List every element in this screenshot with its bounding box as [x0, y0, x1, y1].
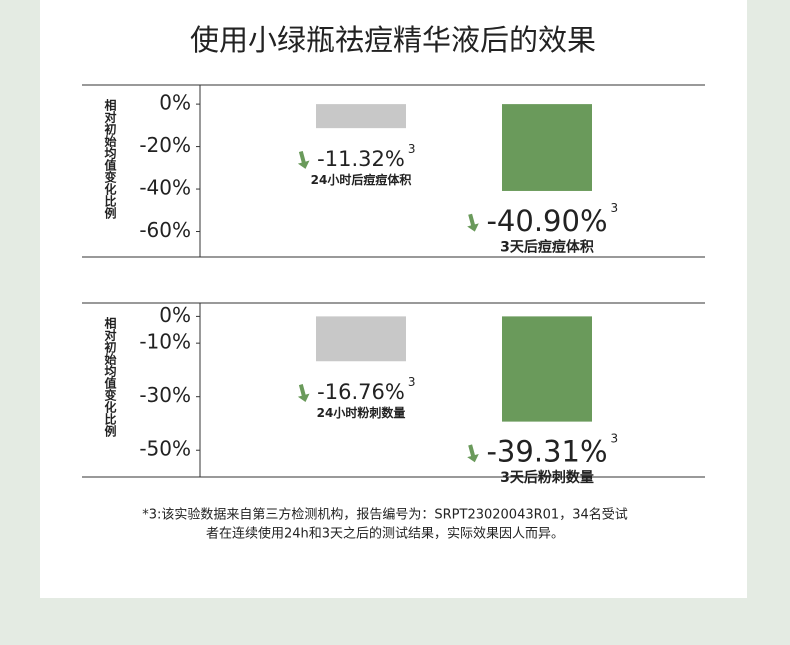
arrow-icon — [467, 213, 479, 232]
note-mark: 3 — [611, 201, 619, 215]
y-tick-label: -10% — [139, 330, 191, 354]
bar — [502, 104, 592, 191]
footnote: 者在连续使用24h和3天之后的测试结果，实际效果因人而异。 — [206, 526, 564, 542]
y-tick-label: -20% — [139, 133, 191, 157]
value-label: -11.32% — [317, 147, 405, 171]
y-axis-label: 相对初始均值变化比例 — [103, 316, 117, 438]
category-label: 24小时粉刺数量 — [317, 405, 406, 420]
title: 使用小绿瓶祛痘精华液后的效果 — [190, 23, 596, 57]
bar — [316, 104, 406, 129]
y-tick-label: -50% — [139, 437, 191, 461]
category-label: 24小时后痘痘体积 — [311, 172, 412, 187]
arrow-icon — [297, 150, 310, 169]
y-tick-label: -60% — [139, 218, 191, 242]
category-label: 3天后痘痘体积 — [500, 238, 594, 255]
note-mark: 3 — [408, 375, 416, 389]
y-axis-label: 相对初始均值变化比例 — [103, 98, 117, 220]
bar — [316, 316, 406, 362]
note-mark: 3 — [408, 142, 416, 156]
y-tick-label: 0% — [159, 303, 191, 327]
value-label: -40.90% — [486, 204, 607, 238]
note-mark: 3 — [611, 432, 619, 446]
value-label: -16.76% — [317, 380, 405, 404]
card — [40, 0, 747, 598]
y-tick-label: -40% — [139, 176, 191, 200]
category-label: 3天后粉刺数量 — [500, 469, 594, 486]
arrow-icon — [467, 444, 479, 463]
bar — [502, 316, 592, 422]
y-tick-label: -30% — [139, 383, 191, 407]
value-label: -39.31% — [486, 435, 607, 469]
footnote: *3:该实验数据来自第三方检测机构，报告编号为：SRPT23020043R01，… — [142, 507, 628, 523]
y-tick-label: 0% — [159, 91, 191, 115]
arrow-icon — [297, 384, 310, 402]
